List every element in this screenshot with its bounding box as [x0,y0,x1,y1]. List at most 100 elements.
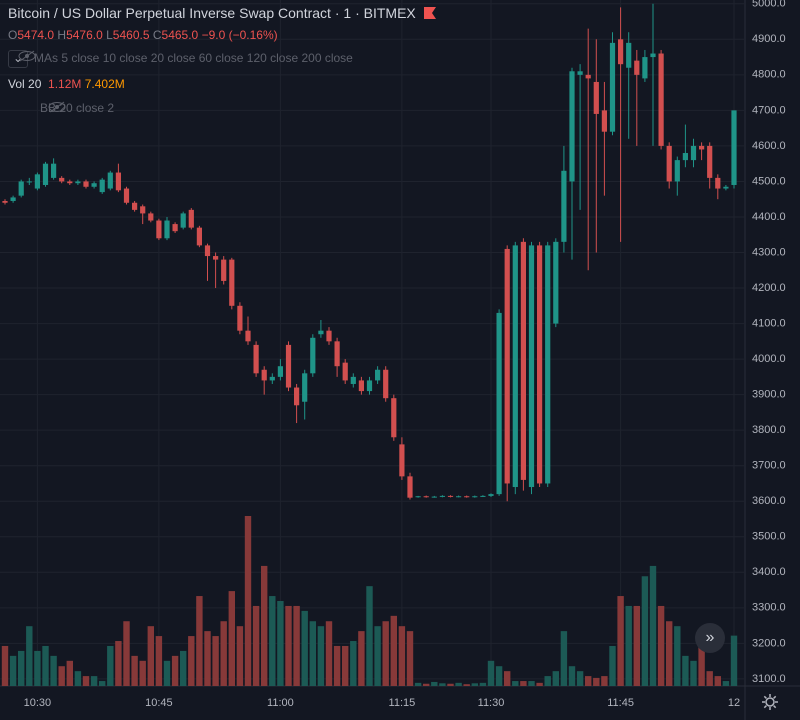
x-tick-label: 11:45 [607,697,634,709]
hidden-icon[interactable] [18,50,36,62]
volume-bar [196,596,203,686]
y-tick-label: 3700.0 [752,460,786,472]
volume-bar [99,681,106,686]
candle-body [245,330,251,342]
y-tick-label: 4800.0 [752,69,786,81]
candle-body [731,110,737,185]
volume-bar [236,626,244,686]
flag-icon[interactable] [423,7,436,19]
ma-indicator[interactable]: MAs 5 close 10 close 20 close 60 close 1… [34,51,353,65]
candle-body [383,369,389,399]
volume-bar [585,676,592,686]
volume-bar [293,605,300,686]
candle-body [10,197,16,201]
candle-body [180,213,186,228]
volume-bar [625,605,632,686]
volume-bar [58,666,65,686]
settings-icon[interactable] [762,694,778,710]
volume-bar [657,605,665,686]
candle-body [472,496,478,498]
volume-bar [228,591,235,686]
candle-body [229,259,235,306]
candle-body [528,245,535,488]
candle-body [464,496,470,498]
volume-bar [42,645,49,686]
candle-body [658,53,664,146]
volume-bar [674,626,681,686]
scroll-right-button[interactable]: » [695,623,725,653]
volume-bar [26,626,33,686]
y-tick-label: 4100.0 [752,317,786,329]
volume-bar [568,666,576,686]
candle-body [423,496,429,498]
candle-body [399,444,405,477]
candle-body [294,387,300,406]
volume-bar [666,621,673,686]
volume-bar [528,681,535,686]
y-tick-label: 4400.0 [752,211,786,223]
volume-bar [374,626,381,686]
candle-body [561,170,567,242]
exchange: BITMEX [363,5,416,21]
volume-bar [82,676,90,686]
candle-body [545,245,551,484]
candle-body [59,177,65,182]
volume-bar [455,682,462,686]
ohlc-label: L [106,28,113,42]
candle-body [480,495,486,497]
candle-body [253,344,259,374]
volume-bar [188,636,195,686]
y-tick-label: 3100.0 [752,673,786,685]
candle-body [447,495,454,497]
volume-bar [576,671,584,686]
candle-body [51,163,57,178]
candle-body [204,245,211,257]
volume-bar [180,650,187,686]
candle-body [140,206,146,214]
volume-bar [730,635,738,686]
candle-body [699,145,705,150]
y-tick-label: 4200.0 [752,282,786,294]
candle-body [690,145,697,161]
interval: 1 [343,5,352,21]
y-tick-label: 3600.0 [752,495,786,507]
volume-bar [609,645,616,686]
x-tick-label: 11:30 [478,697,505,709]
candle-body [196,227,202,246]
candle-body [188,209,194,228]
volume-bar [90,676,98,686]
volume-bar [487,660,495,686]
hidden-icon[interactable] [48,101,66,113]
volume-bar [706,671,713,686]
candle-body [707,145,713,178]
volume-bar [1,645,9,686]
volume-bar [463,684,470,686]
y-tick-label: 3500.0 [752,531,786,543]
x-tick-label: 11:00 [267,697,294,709]
volume-bar [601,676,608,686]
candle-body [488,494,494,496]
volume-bar [9,655,17,686]
vol-indicator[interactable]: Vol 20 [8,77,42,91]
ohlc-label: H [57,28,67,42]
volume-bar [309,621,316,686]
y-tick-label: 4900.0 [752,33,786,45]
candle-body [537,245,543,484]
vol-ma-value: 7.402M [84,77,125,91]
collapse-button[interactable]: ⌄ [8,50,28,68]
y-tick-label: 4300.0 [752,246,786,258]
candle-body [431,496,437,498]
volume-bar [617,596,624,686]
candle-body [601,110,607,132]
volume-bar [536,682,543,686]
candle-body [2,200,8,203]
candle-body [269,376,275,381]
volume-bar [390,615,397,686]
volume-bar [495,666,503,686]
volume-bar [431,681,438,686]
volume-bar [204,631,211,686]
volume-bar [107,645,114,686]
candle-body [237,305,243,331]
volume-bar [722,681,730,686]
candle-body [358,380,364,392]
